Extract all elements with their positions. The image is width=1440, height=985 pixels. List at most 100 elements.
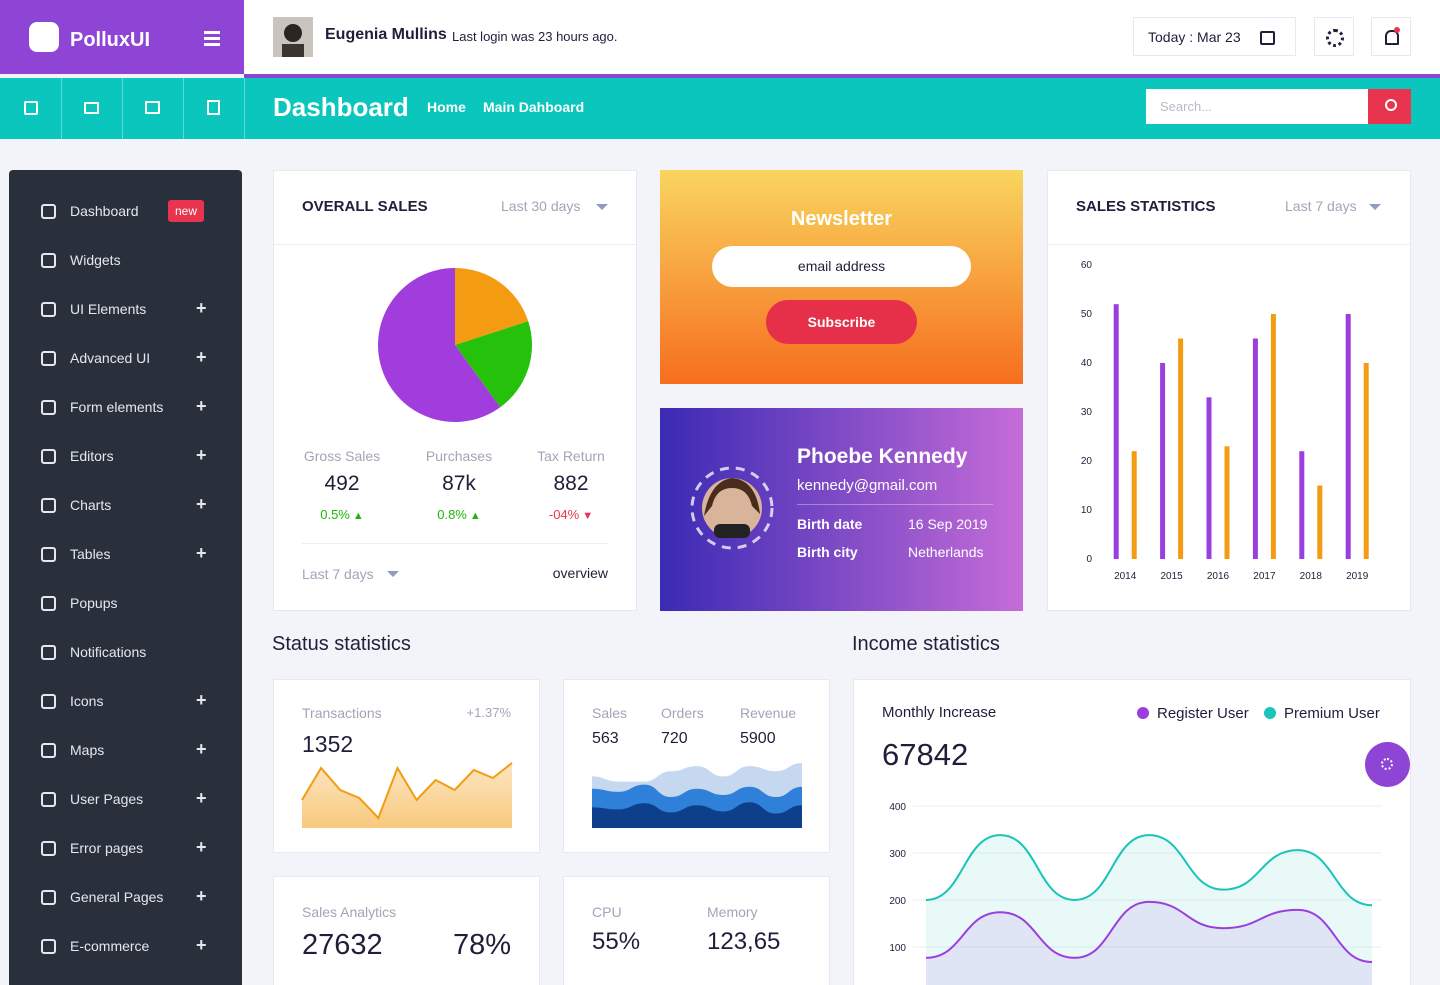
nav-expand: +	[196, 298, 207, 318]
nav-item[interactable]: Widgets	[9, 240, 242, 280]
nav-item[interactable]: Notifications	[9, 632, 242, 672]
breadcrumb-link[interactable]: Home	[427, 99, 466, 115]
nav-label: Dashboard	[70, 203, 139, 219]
search-button[interactable]	[1368, 89, 1411, 124]
nav-item[interactable]: Editors +	[9, 436, 242, 476]
divider	[274, 244, 636, 245]
stat-label: Transactions	[302, 705, 382, 721]
menu-toggle[interactable]	[204, 30, 220, 46]
nav-item[interactable]: Error pages +	[9, 828, 242, 868]
nav-item[interactable]: Charts +	[9, 485, 242, 525]
nav-item[interactable]: E-commerce +	[9, 926, 242, 966]
overview-link[interactable]: overview	[552, 565, 608, 581]
divider	[1048, 244, 1410, 245]
trend-arrow: ▲	[469, 510, 481, 522]
quick-link[interactable]	[61, 78, 123, 139]
caret	[596, 204, 608, 216]
divider	[244, 74, 1440, 78]
nav-icon	[41, 204, 56, 219]
nav-label: Charts	[70, 497, 112, 513]
date-button[interactable]: Today : Mar 23	[1133, 17, 1296, 56]
change-text: 0.8%	[437, 507, 467, 522]
subscribe-button[interactable]: Subscribe	[766, 300, 917, 344]
icon	[207, 100, 220, 115]
change-text: -04%	[548, 507, 580, 522]
nav-expand: +	[196, 445, 207, 465]
stat-value: 882	[553, 472, 589, 495]
quick-link[interactable]	[183, 78, 245, 139]
avatar[interactable]	[273, 17, 313, 57]
icon	[84, 102, 99, 114]
nav-expand: +	[196, 543, 207, 563]
nav-icon	[41, 351, 56, 366]
stat-value: 67842	[882, 737, 969, 772]
stat-value: 492	[324, 472, 360, 495]
nav-item[interactable]: UI Elements +	[9, 289, 242, 329]
nav-item[interactable]: Dashboard new	[9, 191, 242, 231]
date: Today : Mar 23	[1148, 29, 1241, 45]
calendar-icon	[1260, 31, 1275, 45]
stat-label: CPU	[592, 904, 622, 920]
period-select[interactable]: Last 30 days	[501, 198, 581, 214]
nav-item[interactable]: General Pages +	[9, 877, 242, 917]
stat-change: +1.37%	[466, 705, 511, 720]
caret	[387, 571, 399, 583]
brand[interactable]: PolluxUI	[70, 29, 151, 51]
profile-email: kennedy@gmail.com	[797, 477, 938, 494]
period-select[interactable]: Last 7 days	[1285, 198, 1357, 214]
nav-icon	[41, 743, 56, 758]
nav-expand: +	[196, 935, 207, 955]
quick-link[interactable]	[0, 78, 62, 139]
notification-button[interactable]	[1371, 17, 1411, 56]
system-card: CPU Memory 55% 123,65	[563, 876, 830, 985]
card-title: SALES STATISTICS	[1076, 198, 1216, 215]
profile-card: Phoebe Kennedy kennedy@gmail.com Birth d…	[660, 408, 1023, 611]
nav-icon	[41, 302, 56, 317]
nav-item[interactable]: Popups	[9, 583, 242, 623]
nav-item[interactable]: Tables +	[9, 534, 242, 574]
stat-value: 87k	[442, 472, 476, 495]
stat-change: 0.5% ▲	[282, 506, 402, 525]
settings-button[interactable]	[1314, 17, 1354, 56]
nav-label: Maps	[70, 742, 105, 758]
period-select[interactable]: Last 7 days	[302, 566, 374, 582]
settings-fab[interactable]	[1365, 742, 1410, 787]
detail-label: Birth city	[797, 544, 858, 560]
search-icon	[1385, 99, 1397, 111]
stat-value: 5900	[740, 730, 776, 747]
stat-value: 563	[592, 730, 619, 747]
bell-icon	[1385, 30, 1399, 45]
trend-arrow: ▼	[582, 510, 594, 522]
stat-label: Revenue	[740, 705, 797, 721]
nav-item[interactable]: User Pages +	[9, 779, 242, 819]
search-input[interactable]: Search...	[1146, 89, 1368, 124]
nav-item[interactable]: Icons +	[9, 681, 242, 721]
stat-label: Monthly Increase	[882, 704, 997, 721]
nav-item[interactable]: Maps +	[9, 730, 242, 770]
overall-sales-card: OVERALL SALES Last 30 days Gross Sales 49…	[273, 170, 637, 611]
quick-link[interactable]	[122, 78, 184, 139]
nav-label: Widgets	[70, 252, 121, 268]
detail-label: Birth date	[797, 516, 863, 532]
nav-label: Tables	[70, 546, 111, 562]
email-input[interactable]: email address	[712, 246, 971, 287]
nav-item[interactable]: Form elements +	[9, 387, 242, 427]
nav-icon	[41, 253, 56, 268]
logo[interactable]	[29, 22, 59, 52]
nav-icon	[41, 645, 56, 660]
nav-expand: +	[196, 347, 207, 367]
stat-label: Orders	[661, 705, 704, 721]
stat-percent: 78%	[452, 929, 511, 961]
divider	[797, 504, 993, 505]
profile-avatar	[690, 466, 774, 550]
sidebar: Dashboard new Widgets UI Elements + Advanced …	[9, 170, 242, 985]
stat-label: Tax Return	[537, 448, 605, 464]
nav-icon	[41, 939, 56, 954]
detail-value: 16 Sep 2019	[908, 516, 988, 532]
nav-badge: new	[168, 200, 205, 222]
stat-label: Gross Sales	[303, 448, 381, 464]
nav-icon	[41, 694, 56, 709]
breadcrumb-current: Main Dahboard	[483, 99, 585, 115]
user-name: Eugenia Mullins	[325, 26, 447, 43]
nav-item[interactable]: Advanced UI +	[9, 338, 242, 378]
